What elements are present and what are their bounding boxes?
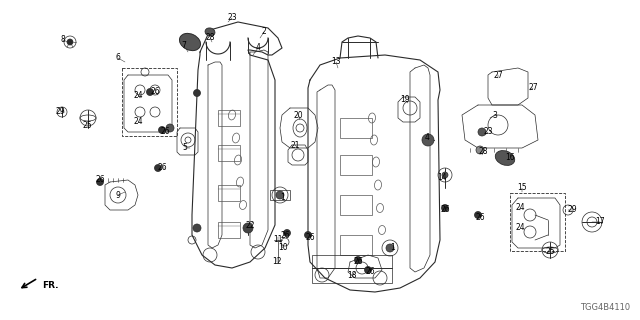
Text: 24: 24 <box>133 91 143 100</box>
Circle shape <box>97 179 104 186</box>
Circle shape <box>243 223 253 233</box>
Circle shape <box>476 146 484 154</box>
Text: 12: 12 <box>272 258 282 267</box>
Text: 28: 28 <box>478 148 488 156</box>
Text: 21: 21 <box>291 140 300 149</box>
Text: 7: 7 <box>182 41 186 50</box>
Bar <box>218 110 240 126</box>
Text: 18: 18 <box>348 270 356 279</box>
Circle shape <box>193 224 201 232</box>
Text: 27: 27 <box>528 84 538 92</box>
Circle shape <box>365 267 371 274</box>
Circle shape <box>276 191 284 199</box>
Text: 26: 26 <box>353 258 363 267</box>
Ellipse shape <box>205 28 215 36</box>
Text: 1: 1 <box>390 244 396 252</box>
Text: 13: 13 <box>331 58 341 67</box>
Text: 25: 25 <box>545 247 555 257</box>
Bar <box>122 68 177 136</box>
Text: 16: 16 <box>505 154 515 163</box>
Ellipse shape <box>179 33 200 51</box>
Circle shape <box>422 134 434 146</box>
Text: 26: 26 <box>365 268 375 276</box>
Text: 8: 8 <box>61 36 65 44</box>
Circle shape <box>386 244 394 252</box>
Bar <box>340 195 372 215</box>
Circle shape <box>154 164 161 172</box>
Text: 4: 4 <box>255 44 260 52</box>
Bar <box>270 190 290 200</box>
Bar <box>340 235 372 255</box>
Text: 9: 9 <box>116 190 120 199</box>
Circle shape <box>67 39 73 45</box>
Bar <box>312 255 392 283</box>
Circle shape <box>147 89 154 95</box>
Text: 26: 26 <box>157 164 167 172</box>
Ellipse shape <box>495 151 515 165</box>
Text: 20: 20 <box>293 110 303 119</box>
Circle shape <box>193 90 200 97</box>
Text: 23: 23 <box>227 13 237 22</box>
Text: 24: 24 <box>515 204 525 212</box>
Bar <box>510 193 565 251</box>
Bar <box>340 118 372 138</box>
Text: 26: 26 <box>475 213 485 222</box>
Circle shape <box>478 128 486 136</box>
Text: 14: 14 <box>437 173 447 182</box>
Circle shape <box>442 204 449 212</box>
Text: 24: 24 <box>515 223 525 233</box>
Bar <box>218 185 240 201</box>
Text: 1: 1 <box>280 194 285 203</box>
Text: 22: 22 <box>245 220 255 229</box>
Circle shape <box>305 231 312 238</box>
Text: 26: 26 <box>95 175 105 185</box>
Text: 29: 29 <box>55 108 65 116</box>
Circle shape <box>355 257 362 263</box>
Text: 5: 5 <box>182 143 188 153</box>
Text: 17: 17 <box>595 218 605 227</box>
Text: 15: 15 <box>517 183 527 193</box>
Text: 28: 28 <box>205 34 215 43</box>
Text: 26: 26 <box>305 234 315 243</box>
Bar <box>218 145 240 161</box>
Text: 24: 24 <box>133 117 143 126</box>
Text: 3: 3 <box>493 110 497 119</box>
Text: 29: 29 <box>567 205 577 214</box>
Text: 23: 23 <box>483 127 493 137</box>
Text: 6: 6 <box>116 53 120 62</box>
Text: 19: 19 <box>400 95 410 105</box>
Text: 27: 27 <box>493 70 503 79</box>
Text: TGG4B4110: TGG4B4110 <box>580 303 630 312</box>
Text: 26: 26 <box>280 230 290 239</box>
Circle shape <box>442 172 448 178</box>
Circle shape <box>166 124 174 132</box>
Text: 26: 26 <box>160 127 170 137</box>
Circle shape <box>284 229 291 236</box>
Text: 11: 11 <box>273 236 283 244</box>
Text: 4: 4 <box>424 133 429 142</box>
Text: FR.: FR. <box>42 281 58 290</box>
Bar <box>218 222 240 238</box>
Circle shape <box>474 212 481 219</box>
Text: 26: 26 <box>440 205 450 214</box>
Text: 26: 26 <box>150 87 160 97</box>
Text: 25: 25 <box>82 121 92 130</box>
Text: 10: 10 <box>278 244 288 252</box>
Text: 2: 2 <box>262 28 266 36</box>
Circle shape <box>159 126 166 133</box>
Circle shape <box>185 37 195 47</box>
Bar <box>340 155 372 175</box>
